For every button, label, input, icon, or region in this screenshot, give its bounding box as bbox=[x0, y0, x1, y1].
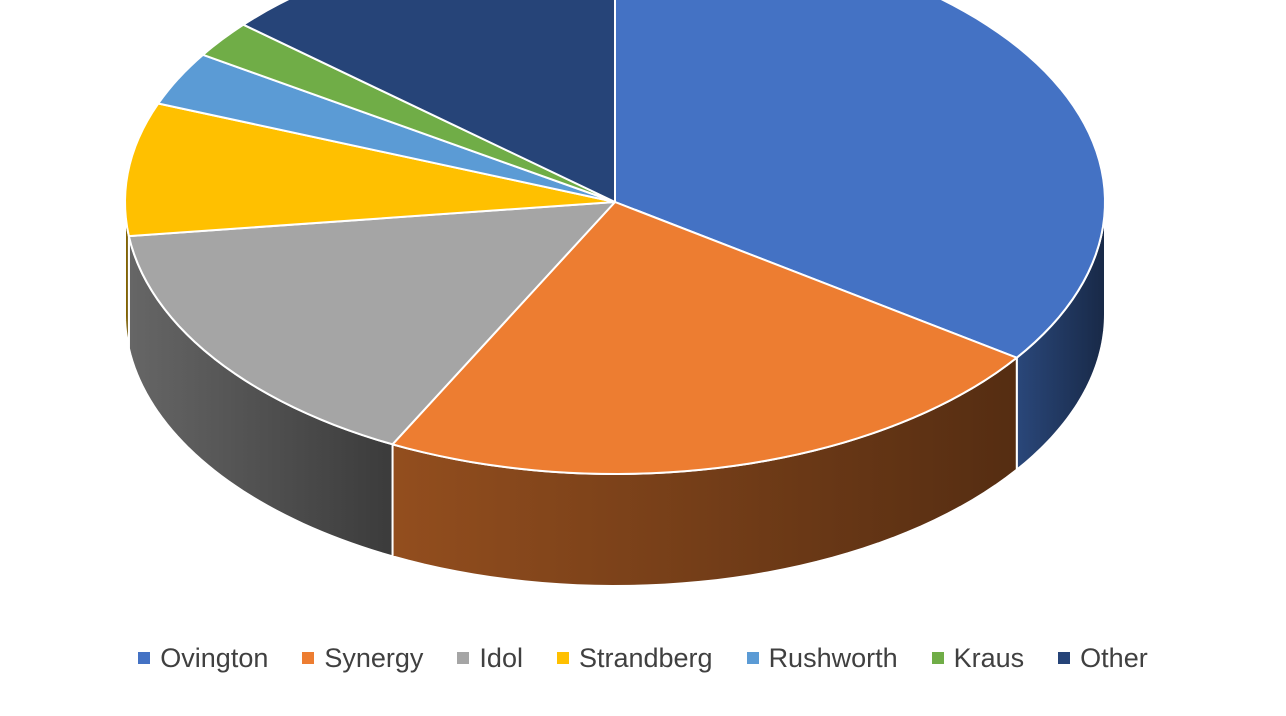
legend-label: Other bbox=[1080, 642, 1148, 673]
legend-label: Synergy bbox=[324, 642, 424, 673]
pie-slice-idol bbox=[127, 201, 616, 446]
legend-swatch bbox=[138, 652, 151, 664]
legend-swatch bbox=[302, 652, 315, 664]
legend-swatch bbox=[746, 652, 759, 664]
legend-label: Rushworth bbox=[768, 642, 898, 673]
pie-slice-kraus bbox=[201, 23, 616, 203]
pie-slice-ovington bbox=[614, 0, 1106, 359]
legend-label: Kraus bbox=[953, 642, 1025, 673]
chart-legend: Ovington Synergy Idol Strandberg Rushworth Kr… bbox=[0, 636, 1286, 680]
pie-chart bbox=[124, 0, 1106, 587]
legend-swatch bbox=[931, 652, 944, 664]
legend-label: Ovington bbox=[160, 642, 269, 673]
legend-label: Strandberg bbox=[578, 642, 713, 673]
pie-slice-synergy bbox=[391, 201, 1018, 475]
legend-item-idol: Idol bbox=[457, 643, 523, 674]
legend-swatch bbox=[1058, 652, 1071, 664]
pie-top-faces bbox=[124, 0, 1106, 475]
legend-item-other: Other bbox=[1058, 643, 1148, 674]
legend-swatch bbox=[556, 652, 569, 664]
legend-swatch bbox=[457, 652, 470, 664]
legend-item-kraus: Kraus bbox=[931, 642, 1025, 674]
legend-item-rushworth: Rushworth bbox=[746, 642, 898, 674]
pie-slice-rushworth bbox=[157, 53, 616, 203]
legend-item-synergy: Synergy bbox=[302, 643, 423, 674]
legend-label: Idol bbox=[479, 642, 523, 673]
legend-item-strandberg: Strandberg bbox=[556, 642, 713, 674]
pie-slice-other bbox=[242, 0, 616, 203]
legend-item-ovington: Ovington bbox=[138, 643, 268, 674]
pie-slice-strandberg bbox=[124, 102, 616, 238]
